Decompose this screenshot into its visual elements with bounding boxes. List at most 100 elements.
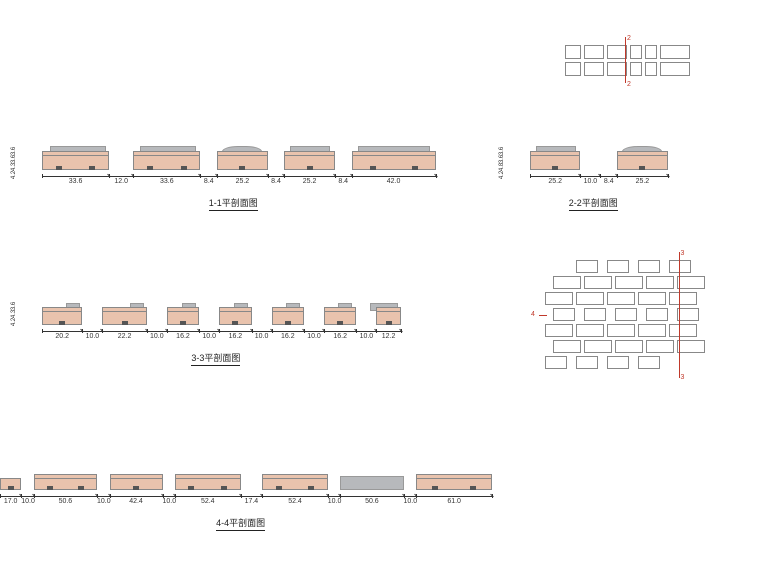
section-3-dim-1: 10.0 xyxy=(82,333,102,340)
section-4-dim-8: 52.4 xyxy=(262,498,328,505)
keyplan2-cell-2-1 xyxy=(576,292,604,305)
keyplan1-cell-1-5 xyxy=(660,62,690,76)
section-2-brick-upper-0 xyxy=(530,151,580,155)
keyplan1-cutlabel-bot: 2 xyxy=(627,81,631,88)
section-4-dim-3: 10.0 xyxy=(97,498,110,505)
keyplan1-cell-1-2 xyxy=(607,62,627,76)
keyplan1-cell-1-3 xyxy=(630,62,642,76)
section-1-title: 1-1平剖面图 xyxy=(209,196,258,211)
section-3-dim-9: 10.0 xyxy=(304,333,324,340)
keyplan2-cutlabel-top: 3 xyxy=(681,250,685,257)
section-1-dim-1: 12.0 xyxy=(109,178,133,185)
keyplan2-cell-6-3 xyxy=(638,356,660,369)
section-4-brick-upper-3 xyxy=(175,474,241,478)
section-1-door-3-1 xyxy=(181,166,187,170)
keyplan2-cell-4-1 xyxy=(576,324,604,337)
section-2-dim-1: 10.0 xyxy=(580,178,600,185)
section-4-dim-11: 10.0 xyxy=(404,498,417,505)
section-3-dim-7: 10.0 xyxy=(252,333,272,340)
section-1-dim-6: 25.2 xyxy=(284,178,334,185)
section-4-door-4-0 xyxy=(276,486,282,490)
keyplan1-cell-0-0 xyxy=(565,45,581,59)
section-3-door-2-0 xyxy=(122,321,128,325)
section-1-dim-0: 33.6 xyxy=(42,178,109,185)
section-3-door-4-0 xyxy=(180,321,186,325)
keyplan2-cell-2-3 xyxy=(638,292,666,305)
section-4-door-1-1 xyxy=(78,486,84,490)
keyplan1-cutlabel-top: 2 xyxy=(627,35,631,42)
keyplan2-cell-5-4 xyxy=(677,340,705,353)
section-3-door-0-0 xyxy=(59,321,65,325)
keyplan2-cell-4-2 xyxy=(607,324,635,337)
section-1-vdim-3: 4.2 xyxy=(11,171,17,179)
keyplan2-cell-1-3 xyxy=(646,276,674,289)
keyplan1-cell-0-1 xyxy=(584,45,604,59)
section-4-dim-1: 10.0 xyxy=(21,498,34,505)
section-3-brick-upper-12 xyxy=(376,307,400,311)
section-1-door-3-0 xyxy=(147,166,153,170)
section-1-brick-upper-9 xyxy=(284,151,334,155)
keyplan2-cell-0-1 xyxy=(607,260,629,273)
keyplan1-cell-0-5 xyxy=(660,45,690,59)
keyplan2-cell-0-2 xyxy=(638,260,660,273)
section-3-brick-upper-6 xyxy=(219,307,251,311)
keyplan2-cell-0-3 xyxy=(669,260,691,273)
section-4-dim-7: 17.4 xyxy=(241,498,263,505)
section-3-door-8-0 xyxy=(285,321,291,325)
section-4-dim-0: 17.0 xyxy=(0,498,21,505)
section-3-dim-3: 10.0 xyxy=(147,333,167,340)
section-4-brick-upper-4 xyxy=(262,474,328,478)
keyplan2-cell-1-0 xyxy=(553,276,581,289)
section-1-dimline xyxy=(42,176,436,177)
section-1-door-0-1 xyxy=(89,166,95,170)
keyplan2-cutline-v xyxy=(679,252,680,378)
keyplan2-cell-3-4 xyxy=(677,308,699,321)
keyplan2-cell-5-2 xyxy=(615,340,643,353)
section-2-dim-2: 8.4 xyxy=(600,178,617,185)
section-4-dim-6: 52.4 xyxy=(175,498,241,505)
section-4-dim-9: 10.0 xyxy=(328,498,341,505)
section-2-dim-3: 25.2 xyxy=(617,178,667,185)
section-3-door-6-0 xyxy=(232,321,238,325)
section-4-title: 4-4平剖面图 xyxy=(216,516,265,531)
section-1-brick-upper-6 xyxy=(217,151,267,155)
section-1-door-12-0 xyxy=(370,166,376,170)
section-4-door-6-0 xyxy=(432,486,438,490)
section-3-dim-0: 20.2 xyxy=(42,333,82,340)
section-4-brick-upper-1 xyxy=(34,474,97,478)
section-1-dim-3: 8.4 xyxy=(200,178,217,185)
keyplan2-cell-1-1 xyxy=(584,276,612,289)
section-1-dim-2: 33.6 xyxy=(133,178,200,185)
section-1-brick-upper-12 xyxy=(352,151,436,155)
section-4-brick-1 xyxy=(34,478,97,490)
section-4-brick-6 xyxy=(416,478,492,490)
section-1-brick-upper-0 xyxy=(42,151,109,155)
keyplan1-cell-1-0 xyxy=(565,62,581,76)
section-1-brick-upper-3 xyxy=(133,151,200,155)
keyplan2-cell-6-0 xyxy=(545,356,567,369)
section-4-dim-12: 61.0 xyxy=(416,498,492,505)
keyplan2-cell-2-4 xyxy=(669,292,697,305)
keyplan2-cell-5-3 xyxy=(646,340,674,353)
keyplan2-cell-4-3 xyxy=(638,324,666,337)
section-2-title: 2-2平剖面图 xyxy=(569,196,618,211)
section-1-dim-4: 25.2 xyxy=(217,178,267,185)
keyplan2-cell-3-3 xyxy=(646,308,668,321)
section-1-door-6-0 xyxy=(239,166,245,170)
section-3-dim-8: 16.2 xyxy=(272,333,304,340)
section-4-door-6-1 xyxy=(470,486,476,490)
section-3-dim-10: 16.2 xyxy=(324,333,356,340)
keyplan2-cell-4-0 xyxy=(545,324,573,337)
section-1-door-12-1 xyxy=(412,166,418,170)
keyplan2-cutlabel-h: 4 xyxy=(531,311,535,318)
section-3-dim-2: 22.2 xyxy=(102,333,146,340)
keyplan1-cell-1-4 xyxy=(645,62,657,76)
keyplan2-cell-1-4 xyxy=(677,276,705,289)
section-2-door-4-0 xyxy=(639,166,645,170)
section-1-dim-8: 42.0 xyxy=(352,178,436,185)
section-4-dim-4: 42.4 xyxy=(110,498,163,505)
section-4-door-4-1 xyxy=(308,486,314,490)
section-4-grey-5 xyxy=(340,476,403,490)
keyplan2-cell-3-2 xyxy=(615,308,637,321)
keyplan1-cutline-v xyxy=(625,37,626,83)
